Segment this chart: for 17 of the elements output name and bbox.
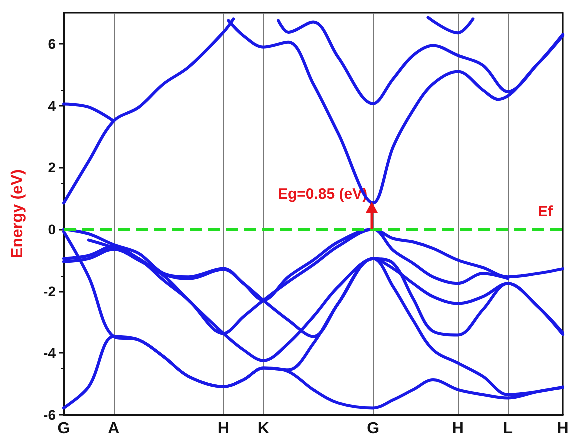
x-tick-label: H — [557, 420, 569, 438]
x-tick-label: L — [503, 420, 514, 438]
x-tick-label: H — [452, 420, 464, 438]
x-tick-label: H — [218, 420, 230, 438]
x-tick-label: K — [258, 420, 270, 438]
y-tick-label: 6 — [48, 36, 56, 52]
x-tick-label: A — [108, 420, 120, 438]
y-tick-label: 2 — [48, 160, 56, 176]
x-tick-label: G — [367, 420, 380, 438]
y-tick-label: 0 — [48, 221, 56, 238]
y-tick-label: -6 — [44, 407, 56, 423]
x-tick-label: G — [58, 420, 70, 438]
y-tick-label: 4 — [48, 98, 56, 114]
y-tick-label: -4 — [44, 345, 56, 362]
y-axis-title: Energy (eV) — [10, 170, 26, 258]
ref-line-label: Ef — [538, 203, 554, 220]
y-tick-label: -2 — [44, 283, 56, 300]
